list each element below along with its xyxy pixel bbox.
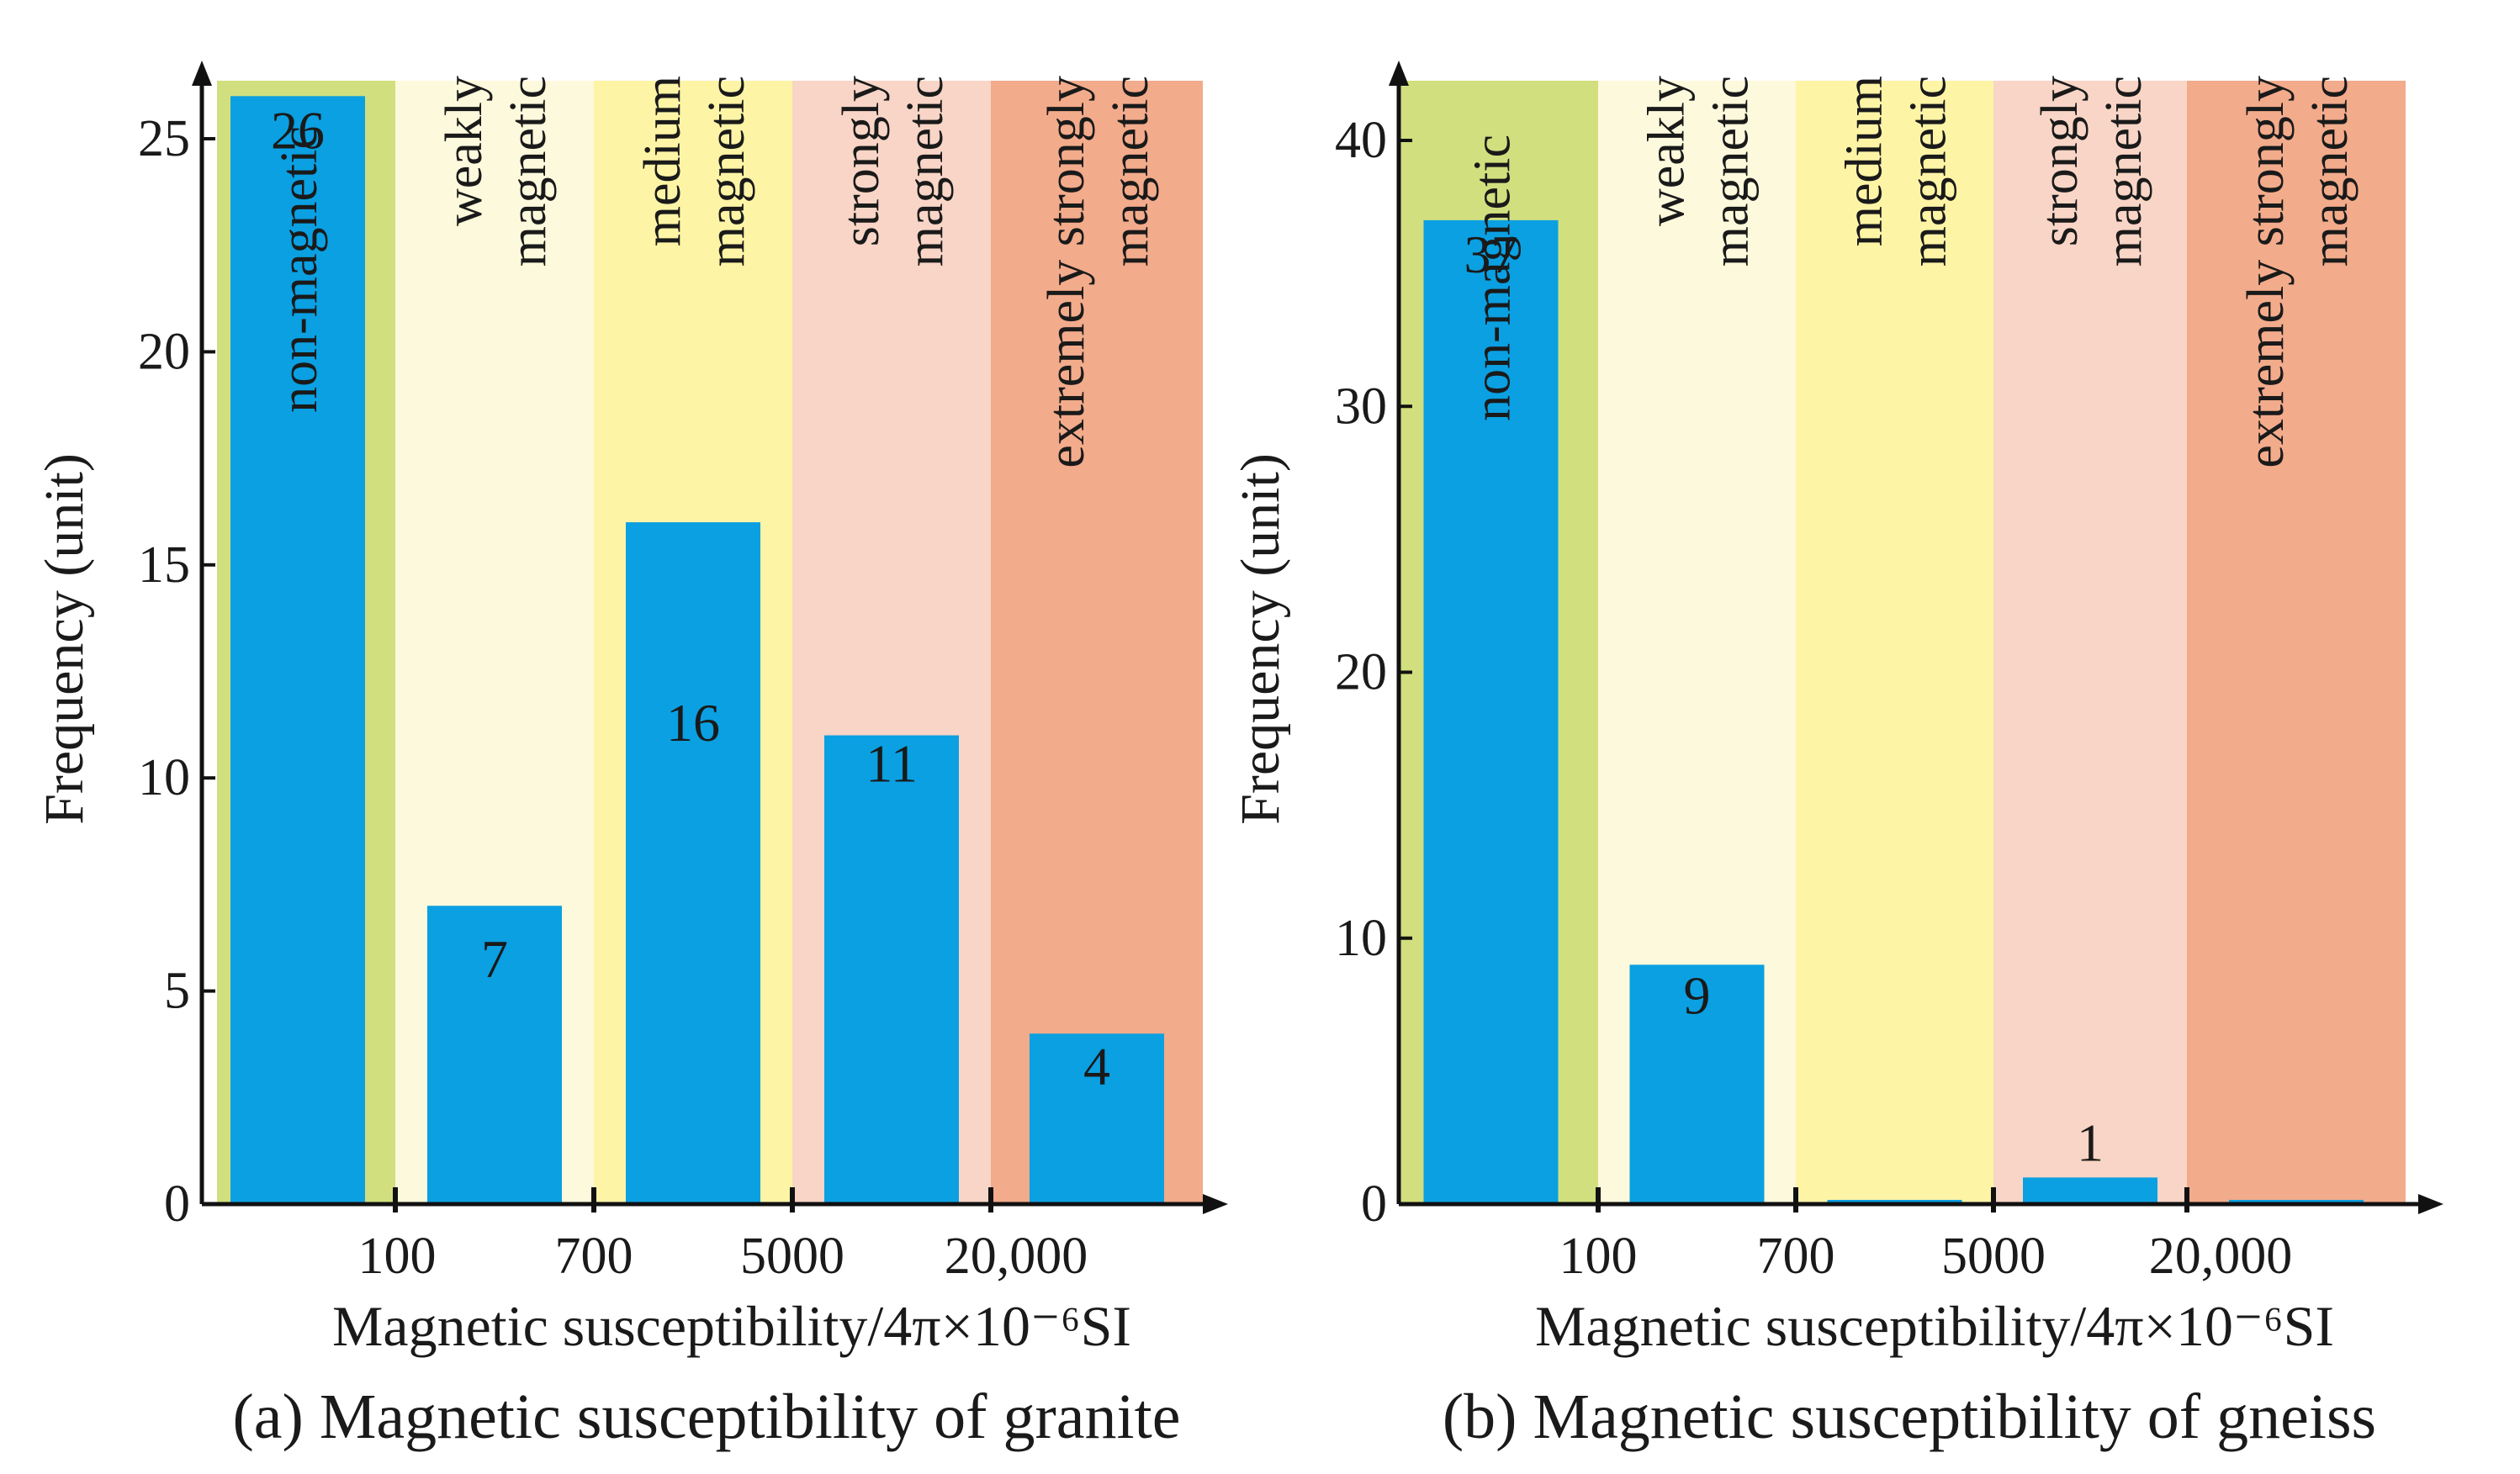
- bar-value-label-4: 4: [1083, 1036, 1110, 1096]
- y-tick-label-3: 30: [1335, 378, 1387, 435]
- x-boundary-label-3: 20,000: [945, 1228, 1088, 1285]
- y-tick-label-3: 15: [138, 536, 190, 594]
- zone-label-1-0: weakly: [436, 76, 493, 226]
- y-tick-label-4: 20: [138, 323, 190, 380]
- bar-value-label-0: 26: [271, 100, 325, 160]
- zone-label-3-1: magnetic: [897, 76, 954, 267]
- zone-label-3-0: strongly: [2031, 76, 2089, 246]
- chart-caption: (a) Magnetic susceptibility of granite: [233, 1382, 1181, 1452]
- y-axis-title: Frequency (unit): [34, 453, 95, 825]
- zone-band-4: [2187, 81, 2406, 1204]
- y-tick-label-0: 0: [164, 1176, 190, 1233]
- zone-label-0-0: non-magnetic: [1464, 135, 1522, 421]
- y-tick-label-4: 40: [1335, 112, 1387, 169]
- chart-caption: (b) Magnetic susceptibility of gneiss: [1443, 1382, 2376, 1452]
- bar-3: [824, 735, 959, 1204]
- bar-0: [1423, 219, 1559, 1204]
- x-boundary-label-0: 100: [1559, 1228, 1638, 1285]
- zone-band-2: [1796, 81, 1993, 1204]
- y-tick-label-2: 20: [1335, 644, 1387, 701]
- zone-label-4-0: extremely strongly: [2237, 76, 2295, 468]
- zone-label-2-1: magnetic: [698, 76, 755, 267]
- x-axis-arrow: [2418, 1194, 2443, 1214]
- y-tick-label-5: 25: [138, 110, 190, 167]
- bar-2: [626, 522, 760, 1204]
- y-axis-arrow: [1389, 61, 1409, 86]
- y-axis-title: Frequency (unit): [1230, 453, 1291, 825]
- x-boundary-label-1: 700: [555, 1228, 633, 1285]
- y-tick-label-0: 0: [1361, 1176, 1387, 1233]
- zone-label-4-1: magnetic: [1102, 76, 1159, 267]
- zone-label-4-0: extremely strongly: [1038, 76, 1095, 468]
- zone-label-1-0: weakly: [1639, 76, 1696, 226]
- y-axis-arrow: [192, 61, 212, 86]
- x-axis-title: Magnetic susceptibility/4π×10⁻⁶SI: [1535, 1294, 2334, 1358]
- x-boundary-label-0: 100: [358, 1228, 437, 1285]
- zone-label-0-0: non-magnetic: [271, 126, 328, 413]
- bar-1: [1629, 964, 1765, 1204]
- y-tick-label-2: 10: [138, 749, 190, 806]
- zone-label-2-0: medium: [1836, 76, 1893, 246]
- zone-label-3-1: magnetic: [2095, 76, 2152, 267]
- bar-1: [427, 906, 562, 1204]
- zone-label-1-1: magnetic: [1702, 76, 1760, 267]
- zone-band-3: [1993, 81, 2187, 1204]
- y-tick-label-1: 10: [1335, 910, 1387, 967]
- x-boundary-label-2: 5000: [1941, 1228, 2046, 1285]
- zone-label-2-0: medium: [634, 76, 691, 246]
- zone-label-4-1: magnetic: [2301, 76, 2359, 267]
- bar-value-label-2: 16: [666, 693, 720, 753]
- x-axis-title: Magnetic susceptibility/4π×10⁻⁶SI: [332, 1294, 1131, 1358]
- bar-4: [1030, 1033, 1164, 1204]
- bar-3: [2023, 1177, 2157, 1204]
- zone-label-1-1: magnetic: [500, 76, 557, 267]
- x-boundary-label-3: 20,000: [2149, 1228, 2293, 1285]
- bar-value-label-1: 9: [1684, 965, 1711, 1025]
- y-tick-label-1: 5: [164, 963, 190, 1020]
- x-boundary-label-2: 5000: [740, 1228, 844, 1285]
- bar-0: [230, 96, 365, 1205]
- zone-label-3-0: strongly: [833, 76, 890, 246]
- bar-value-label-3: 1: [2077, 1112, 2104, 1172]
- zone-band-4: [991, 81, 1203, 1204]
- x-axis-arrow: [1203, 1194, 1228, 1214]
- x-boundary-label-1: 700: [1757, 1228, 1835, 1285]
- bar-value-label-0: 37: [1464, 225, 1518, 284]
- bar-value-label-1: 7: [481, 929, 508, 989]
- bar-value-label-3: 11: [866, 734, 918, 794]
- zone-label-2-1: magnetic: [1900, 76, 1957, 267]
